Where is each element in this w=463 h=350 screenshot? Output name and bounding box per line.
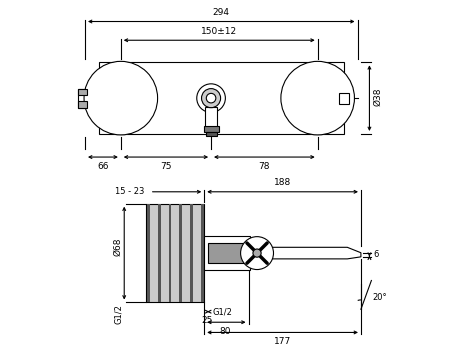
Circle shape [197, 84, 225, 112]
Bar [204, 126, 219, 132]
Bar [179, 204, 182, 302]
Bar [99, 62, 344, 134]
Text: 177: 177 [274, 337, 291, 346]
Bar [205, 107, 217, 129]
Text: 26: 26 [261, 243, 269, 253]
Circle shape [201, 89, 220, 108]
Circle shape [281, 61, 355, 135]
Bar [78, 101, 87, 108]
Bar [201, 204, 204, 302]
Bar [158, 204, 161, 302]
Text: 75: 75 [160, 162, 172, 171]
Bar [169, 204, 171, 302]
Text: 66: 66 [97, 162, 109, 171]
Bar [190, 204, 193, 302]
Text: G1/2: G1/2 [113, 304, 123, 324]
Bar [78, 89, 85, 108]
Bar [204, 236, 250, 270]
Circle shape [253, 249, 261, 257]
Text: 80: 80 [220, 327, 232, 336]
Bar [254, 247, 259, 259]
Text: Ø68: Ø68 [113, 237, 123, 256]
Text: 150±12: 150±12 [201, 27, 238, 36]
Bar [339, 93, 349, 104]
Circle shape [206, 93, 216, 103]
Polygon shape [250, 247, 361, 259]
Bar [206, 132, 217, 136]
Text: Ø38: Ø38 [374, 87, 382, 106]
Text: G1/2: G1/2 [213, 307, 232, 316]
Text: 25: 25 [201, 316, 213, 325]
Text: 294: 294 [213, 8, 230, 17]
Text: 15 - 23: 15 - 23 [115, 187, 144, 196]
Circle shape [84, 61, 157, 135]
Circle shape [241, 237, 274, 270]
Bar [208, 243, 247, 263]
Bar [147, 204, 150, 302]
Text: 188: 188 [274, 178, 291, 187]
Text: 20°: 20° [373, 293, 388, 302]
Text: 78: 78 [259, 162, 270, 171]
Bar [250, 249, 257, 257]
Text: 6: 6 [374, 250, 379, 259]
Bar [78, 89, 87, 96]
Bar [146, 204, 204, 302]
